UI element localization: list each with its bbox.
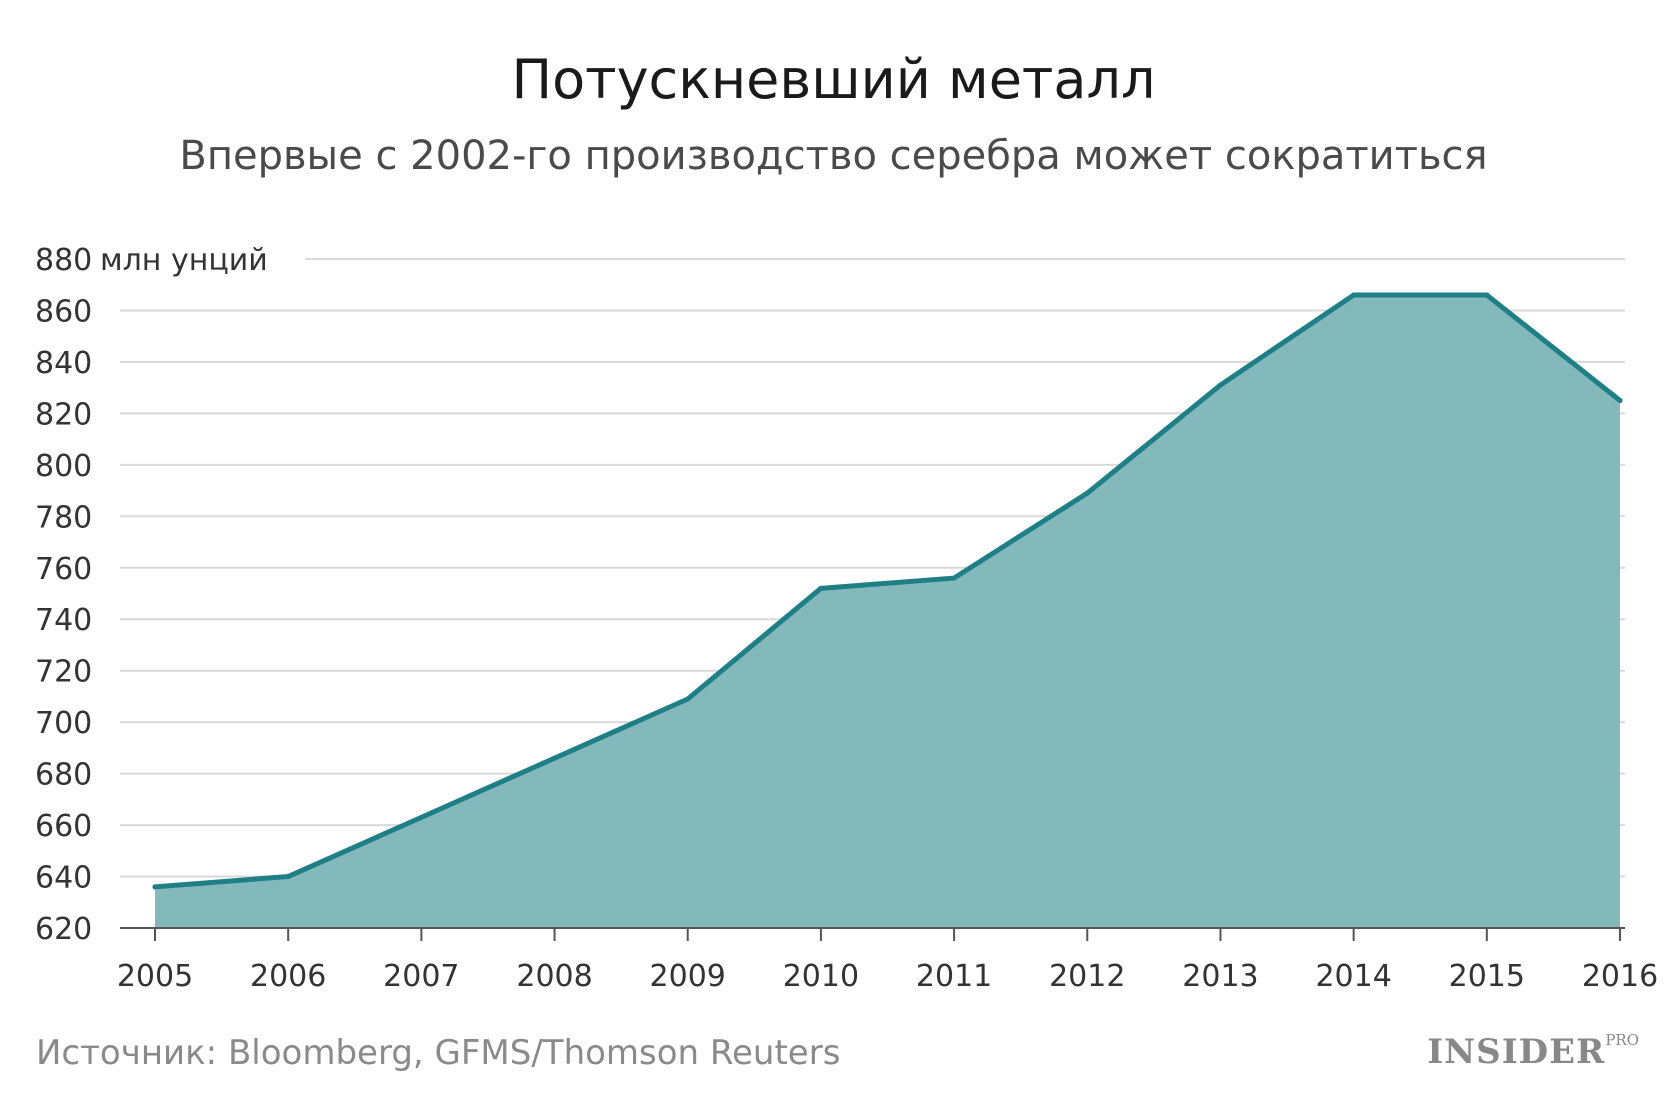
chart-subtitle: Впервые с 2002-го производство серебра м… (179, 133, 1488, 179)
data-point-2014 (1351, 292, 1357, 298)
data-point-2011 (951, 575, 957, 581)
y-tick-label: 800 (35, 449, 92, 484)
x-tick-label: 2008 (516, 959, 592, 994)
x-axis: 2005 2006 2007 2008 2009 2010 2011 2012 2013 2014… (117, 927, 1658, 994)
data-point-2007 (418, 814, 424, 820)
x-tick-label: 2011 (916, 959, 992, 994)
series-line (152, 292, 1623, 890)
x-tick-label: 2016 (1582, 959, 1658, 994)
y-tick-label: 660 (35, 809, 92, 844)
data-point-2013 (1217, 382, 1223, 388)
data-point-2016 (1617, 398, 1623, 404)
x-tick-label: 2009 (650, 959, 726, 994)
y-tick-label: 760 (35, 552, 92, 587)
area-series (152, 292, 1623, 928)
data-point-2010 (818, 585, 824, 591)
y-tick-label: 740 (35, 603, 92, 638)
y-tick-label: 620 (35, 912, 92, 947)
y-tick-label: 880 (35, 243, 92, 278)
x-tick-label: 2007 (383, 959, 459, 994)
x-tick-label: 2005 (117, 959, 193, 994)
data-point-2006 (285, 874, 291, 880)
y-tick-label: 680 (35, 758, 92, 793)
y-tick-label: 700 (35, 706, 92, 741)
x-tick-label: 2006 (250, 959, 326, 994)
logo-main: INSIDER (1427, 1032, 1606, 1072)
y-tick-label: 720 (35, 655, 92, 690)
y-tick-label: 780 (35, 500, 92, 535)
y-tick-label: 640 (35, 861, 92, 896)
x-tick-label: 2010 (783, 959, 859, 994)
x-tick-label: 2015 (1449, 959, 1525, 994)
x-tick-label: 2014 (1315, 959, 1391, 994)
y-axis: 620 640 660 680 700 720 740 760 780 800 820 840 860 8… (35, 243, 268, 947)
data-point-2012 (1084, 490, 1090, 496)
data-point-2008 (552, 755, 558, 761)
x-tick-label: 2012 (1049, 959, 1125, 994)
y-tick-label: 860 (35, 294, 92, 329)
data-point-2015 (1484, 292, 1490, 298)
chart-title: Потускневший металл (511, 48, 1156, 111)
data-point-2009 (685, 696, 691, 702)
insider-pro-logo: INSIDERPRO (1427, 1031, 1639, 1072)
x-tick-label: 2013 (1182, 959, 1258, 994)
y-unit-label: млн унций (100, 243, 268, 278)
logo-sup: PRO (1605, 1031, 1639, 1049)
source-note: Источник: Bloomberg, GFMS/Thomson Reuter… (36, 1033, 841, 1073)
data-point-2005 (152, 884, 158, 890)
y-tick-label: 840 (35, 346, 92, 381)
y-tick-label: 820 (35, 397, 92, 432)
area-fill (155, 295, 1620, 928)
